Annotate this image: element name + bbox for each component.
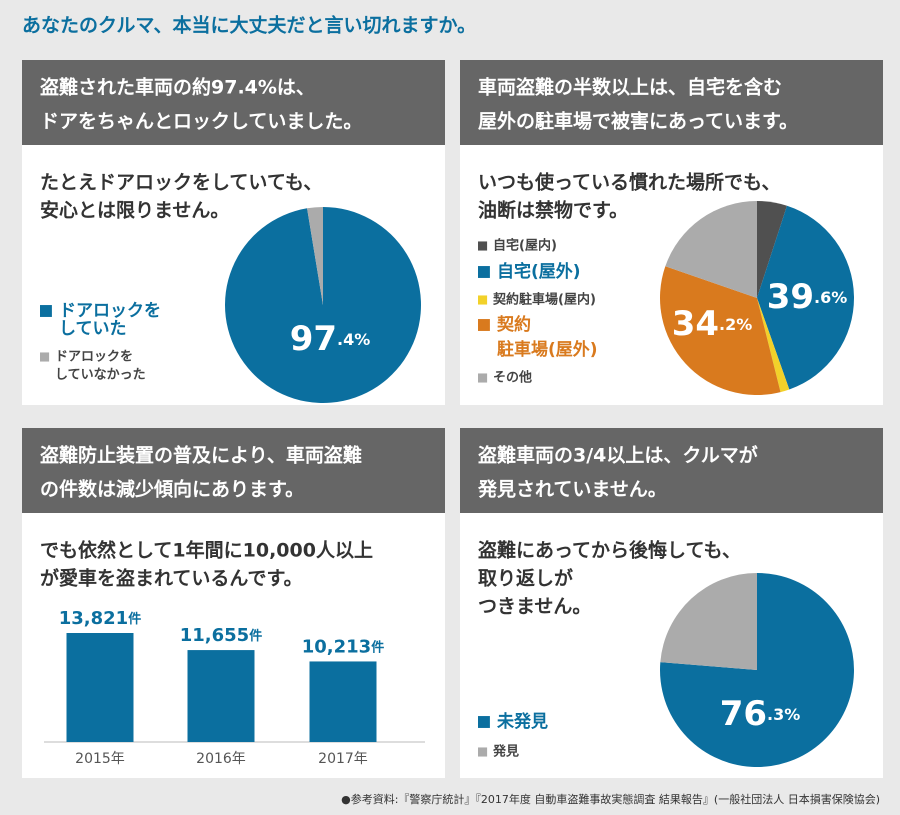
panel-subtitle: 油断は禁物です。 [478,199,628,222]
pie-slice [665,201,757,298]
panel-title: 盗難車両の3/4以上は、クルマが [478,444,758,467]
panel-subtitle: が愛車を盗まれているんです。 [40,567,303,590]
pie-slice [757,298,790,393]
panel-subtitle: 盗難にあってから後悔しても、 [478,539,741,562]
pie-slice [757,205,854,390]
legend-label: 駐車場(屋外) [497,339,598,360]
panel-title: 発見されていません。 [477,478,667,501]
legend-label: ドアロックを [55,350,133,365]
legend-swatch [478,266,490,278]
legend-label: 自宅(屋外) [497,261,581,282]
legend-swatch [40,305,52,317]
bar [66,633,134,742]
x-tick-label: 2015年 [75,751,125,767]
value-label: 39.6% [767,277,848,317]
panel-title: 車両盗難の半数以上は、自宅を含む [478,76,782,99]
panel-title: 屋外の駐車場で被害にあっています。 [478,110,798,133]
legend-label: していた [59,319,127,339]
source-note: ●参考資料:『警察庁統計』『2017年度 自動車盗難事故実態調査 結果報告』(一… [341,792,880,806]
pie-slice [224,207,421,403]
bar [187,650,255,742]
panel-subtitle: つきません。 [478,596,591,618]
value-label: 10,213件 [302,636,384,657]
panel-title: ドアをちゃんとロックしていました。 [40,111,362,133]
panel-header [460,60,883,145]
legend-label: 契約 [496,314,531,335]
panel-subtitle: いつも使っている慣れた場所でも、 [478,171,780,194]
value-label: 13,821件 [59,608,141,629]
pie-slice [757,201,787,298]
value-label: 34.2% [672,304,753,344]
x-tick-label: 2017年 [318,751,368,767]
legend-swatch [478,241,488,251]
value-label: 11,655件 [180,625,262,646]
panel-subtitle: でも依然として1年間に10,000人以上 [40,539,373,562]
legend-swatch [478,295,488,305]
panel-header [22,428,445,513]
panel-subtitle: たとえドアロックをしていても、 [40,172,322,194]
panel-title: 盗難された車両の約97.4%は、 [40,76,315,99]
legend-label: 自宅(屋内) [493,238,557,254]
panel-title: 盗難防止装置の普及により、車両盗難 [40,444,362,467]
legend-label: 発見 [492,744,519,760]
legend-label: 未発見 [496,711,548,732]
legend-label: していなかった [55,368,146,383]
value-label: 76.3% [720,694,801,734]
legend-swatch [478,747,488,757]
legend-label: ドアロックを [59,301,161,321]
panel-subtitle: 取り返しが [478,567,573,590]
value-label: 97.4% [290,319,371,359]
panel-header [22,60,445,145]
legend-swatch [478,373,488,383]
pie-slice [660,266,781,395]
panel-title: の件数は減少傾向にあります。 [40,478,304,501]
legend-label: 契約駐車場(屋内) [492,292,596,308]
bar [309,661,377,742]
x-tick-label: 2016年 [196,751,246,767]
legend-swatch [478,319,490,331]
panel-header [460,428,883,513]
legend-swatch [40,352,50,362]
pie-slice [660,573,757,670]
page-title: あなたのクルマ、本当に大丈夫だと言い切れますか。 [22,14,476,37]
legend-swatch [478,716,490,728]
legend-label: その他 [493,370,532,386]
panel-subtitle: 安心とは限りません。 [40,199,229,222]
pie-slice [307,207,323,305]
